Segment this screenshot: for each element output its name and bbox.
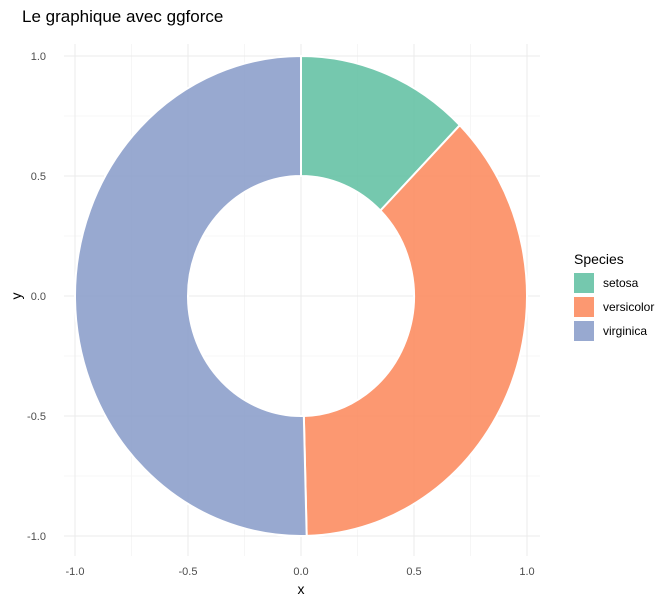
y-axis-ticks: 1.0 0.5 0.0 -0.5 -1.0	[27, 51, 46, 543]
legend-label-versicolor: versicolor	[603, 300, 654, 314]
x-tick-label: -1.0	[66, 566, 85, 578]
x-tick-label: 1.0	[519, 566, 534, 578]
legend-swatch-versicolor	[574, 297, 594, 317]
x-axis-title: x	[298, 581, 305, 597]
legend-label-virginica: virginica	[603, 324, 647, 338]
y-tick-label: 0.5	[31, 171, 46, 183]
legend-title: Species	[574, 251, 624, 267]
slice-virginica	[74, 55, 308, 537]
x-tick-label: 0.5	[406, 566, 421, 578]
legend-swatch-setosa	[574, 273, 594, 293]
x-tick-label: -0.5	[179, 566, 198, 578]
x-axis-ticks: -1.0 -0.5 0.0 0.5 1.0	[66, 566, 535, 578]
chart-title: Le graphique avec ggforce	[22, 7, 223, 26]
legend-items: setosa versicolor virginica	[574, 273, 654, 341]
donut-slices	[74, 55, 528, 537]
y-tick-label: -1.0	[27, 531, 46, 543]
legend-label-setosa: setosa	[603, 276, 639, 290]
legend: Species setosa versicolor virginica	[574, 251, 654, 341]
y-tick-label: -0.5	[27, 411, 46, 423]
slice-versicolor	[302, 124, 528, 537]
legend-swatch-virginica	[574, 321, 594, 341]
x-tick-label: 0.0	[293, 566, 308, 578]
y-tick-label: 1.0	[31, 51, 46, 63]
y-axis-title: y	[8, 293, 24, 300]
y-tick-label: 0.0	[31, 291, 46, 303]
